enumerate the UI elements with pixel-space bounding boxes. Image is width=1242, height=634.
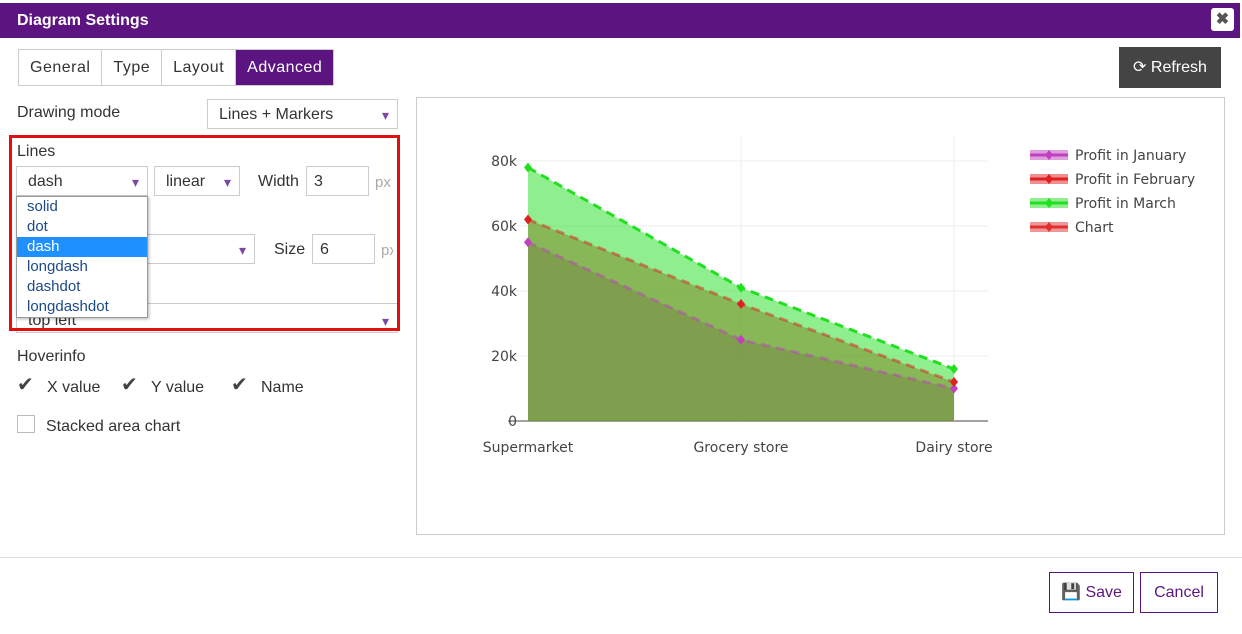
dash-option[interactable]: dashdot bbox=[27, 278, 81, 295]
close-button[interactable]: ✖ bbox=[1211, 8, 1234, 31]
marker bbox=[950, 364, 958, 374]
tab[interactable]: Layout bbox=[162, 50, 237, 85]
legend-marker bbox=[1045, 150, 1053, 160]
dash-option[interactable]: dot bbox=[27, 218, 48, 235]
dash-select[interactable]: dash bbox=[16, 166, 148, 197]
tab[interactable]: Type bbox=[102, 50, 163, 85]
dash-option[interactable]: longdashdot bbox=[27, 298, 109, 315]
stacked-checkbox[interactable] bbox=[17, 415, 35, 433]
drawing-mode-label: Drawing mode bbox=[17, 104, 121, 121]
dash-option[interactable]: solid bbox=[27, 198, 58, 215]
marker bbox=[737, 282, 745, 293]
tab[interactable]: Advanced bbox=[236, 50, 334, 85]
series-line bbox=[527, 240, 955, 390]
chart: 0 20k 40k 60k 80k Supermarket Grocery store Dai… bbox=[483, 135, 1195, 456]
shape-select[interactable]: linear bbox=[154, 166, 240, 197]
size-input[interactable]: 6 bbox=[312, 234, 375, 264]
y-tick-label: 40k bbox=[491, 284, 518, 300]
marker bbox=[950, 383, 958, 394]
legend-label: Chart bbox=[1075, 220, 1114, 236]
marker bbox=[524, 214, 532, 225]
cancel-label: Cancel bbox=[1154, 584, 1204, 601]
legend-label: Profit in March bbox=[1075, 196, 1176, 212]
divider bbox=[0, 557, 1242, 558]
x-tick-label: Supermarket bbox=[483, 440, 574, 456]
marker bbox=[950, 377, 958, 387]
dash-option[interactable]: dash bbox=[17, 237, 147, 257]
refresh-label: Refresh bbox=[1150, 59, 1207, 76]
checkbox[interactable] bbox=[121, 372, 139, 397]
legend-marker bbox=[1045, 198, 1053, 208]
x-tick-label: Dairy store bbox=[915, 440, 992, 456]
width-label: Width bbox=[258, 173, 299, 190]
area-fill bbox=[528, 167, 954, 421]
refresh-button[interactable]: ⟳ Refresh bbox=[1119, 47, 1221, 88]
size-unit: px bbox=[381, 242, 393, 259]
dialog-header: Diagram Settings ✖ bbox=[0, 3, 1240, 38]
y-tick-label: 80k bbox=[491, 154, 518, 170]
tab-bar: General Type Layout Advanced bbox=[18, 49, 335, 86]
y-tick-label: 20k bbox=[491, 349, 518, 365]
cancel-button[interactable]: Cancel bbox=[1140, 572, 1218, 613]
save-button[interactable]: 💾 Save bbox=[1049, 572, 1134, 613]
checkbox-label: X value bbox=[47, 379, 101, 396]
marker-select[interactable] bbox=[140, 234, 255, 265]
marker bbox=[737, 334, 745, 345]
save-label: Save bbox=[1085, 584, 1122, 601]
y-tick-label: 60k bbox=[491, 219, 518, 235]
legend-marker bbox=[1045, 174, 1053, 184]
legend-marker bbox=[1045, 222, 1053, 232]
width-input[interactable]: 3 bbox=[306, 166, 369, 196]
width-unit: px bbox=[375, 174, 391, 191]
dash-option[interactable]: longdash bbox=[27, 258, 88, 275]
checkbox-label: Name bbox=[261, 379, 304, 396]
dash-dropdown: solid dot dash longdash dashdot longdashdot bbox=[16, 196, 148, 318]
dialog-title: Diagram Settings bbox=[17, 12, 149, 29]
legend-label: Profit in February bbox=[1075, 172, 1195, 188]
tab[interactable]: General bbox=[19, 50, 103, 85]
checkbox-label: Y value bbox=[151, 379, 205, 396]
stacked-label: Stacked area chart bbox=[46, 418, 181, 435]
drawing-mode-select[interactable]: Lines + Markers bbox=[207, 99, 398, 130]
checkbox[interactable] bbox=[231, 372, 249, 397]
hoverinfo-label: Hoverinfo bbox=[17, 348, 86, 365]
marker bbox=[524, 237, 532, 248]
size-label: Size bbox=[274, 241, 306, 258]
marker bbox=[524, 162, 532, 173]
y-tick-label: 0 bbox=[508, 414, 517, 430]
marker bbox=[737, 299, 745, 309]
x-tick-label: Grocery store bbox=[693, 440, 788, 456]
highlight-box bbox=[9, 135, 400, 331]
legend-label: Profit in January bbox=[1075, 148, 1186, 164]
lines-label: Lines bbox=[17, 143, 56, 160]
checkbox[interactable] bbox=[17, 372, 35, 397]
chart-panel: 0 20k 40k 60k 80k Supermarket Grocery store Dai… bbox=[416, 97, 1225, 535]
